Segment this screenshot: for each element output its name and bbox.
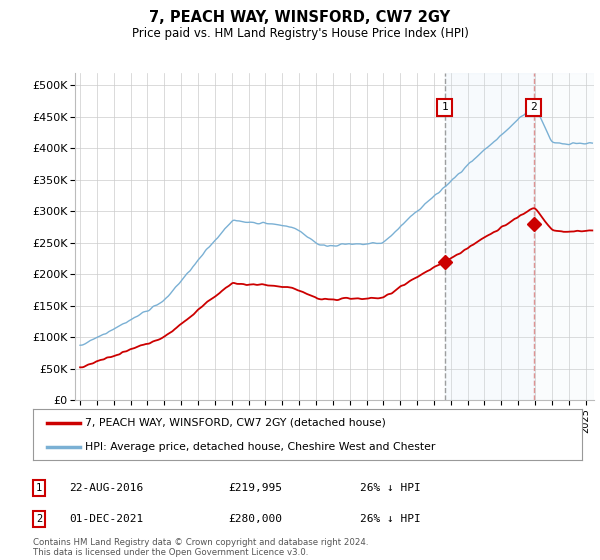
Text: 1: 1	[442, 102, 448, 113]
Text: 2: 2	[530, 102, 537, 113]
Text: 7, PEACH WAY, WINSFORD, CW7 2GY: 7, PEACH WAY, WINSFORD, CW7 2GY	[149, 10, 451, 25]
Text: HPI: Average price, detached house, Cheshire West and Chester: HPI: Average price, detached house, Ches…	[85, 442, 436, 452]
Text: Price paid vs. HM Land Registry's House Price Index (HPI): Price paid vs. HM Land Registry's House …	[131, 27, 469, 40]
Text: 2: 2	[36, 514, 42, 524]
Text: 22-AUG-2016: 22-AUG-2016	[69, 483, 143, 493]
Text: £280,000: £280,000	[228, 514, 282, 524]
Text: 7, PEACH WAY, WINSFORD, CW7 2GY (detached house): 7, PEACH WAY, WINSFORD, CW7 2GY (detache…	[85, 418, 386, 428]
Text: 1: 1	[36, 483, 42, 493]
Text: 26% ↓ HPI: 26% ↓ HPI	[360, 483, 421, 493]
Text: Contains HM Land Registry data © Crown copyright and database right 2024.
This d: Contains HM Land Registry data © Crown c…	[33, 538, 368, 557]
Bar	[445, 73, 533, 400]
Text: 26% ↓ HPI: 26% ↓ HPI	[360, 514, 421, 524]
Text: £219,995: £219,995	[228, 483, 282, 493]
Bar	[533, 73, 594, 400]
Text: 01-DEC-2021: 01-DEC-2021	[69, 514, 143, 524]
